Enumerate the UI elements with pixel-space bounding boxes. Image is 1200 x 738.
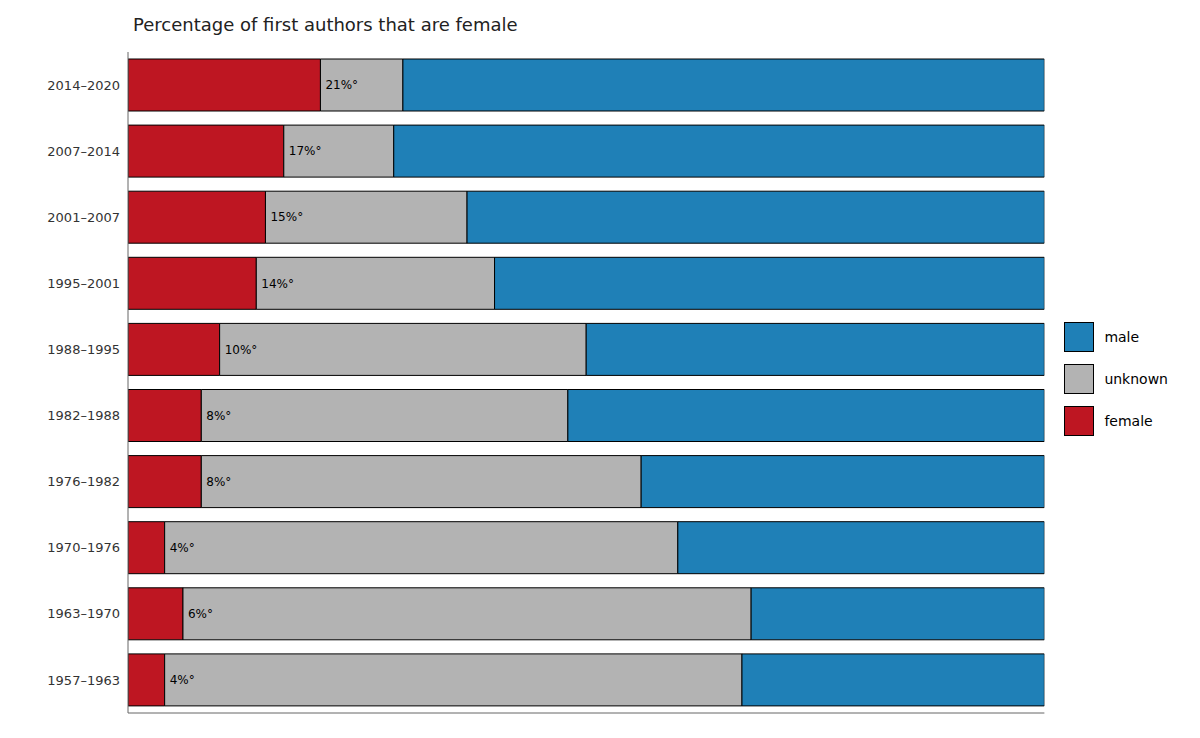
html-text:male: male — [1104, 329, 1140, 345]
svg-text:1988–1995: 1988–1995 — [47, 342, 120, 357]
svg-text:1982–1988: 1982–1988 — [47, 408, 120, 423]
html-text:female: female — [1104, 413, 1153, 429]
svg-text:10%°: 10%° — [225, 343, 258, 357]
svg-text:1970–1976: 1970–1976 — [47, 540, 120, 555]
svg-text:2014–2020: 2014–2020 — [47, 78, 120, 93]
svg-text:6%°: 6%° — [188, 607, 213, 621]
svg-text:4%°: 4%° — [170, 673, 195, 687]
svg-text:2001–2007: 2001–2007 — [47, 210, 120, 225]
svg-text:4%°: 4%° — [170, 541, 195, 555]
svg-text:8%°: 8%° — [206, 475, 231, 489]
svg-text:15%°: 15%° — [270, 210, 303, 224]
svg-text:1957–1963: 1957–1963 — [47, 673, 120, 688]
html-text:Percentage of first authors th: Percentage of first authors that are fem… — [133, 14, 518, 35]
svg-text:8%°: 8%° — [206, 409, 231, 423]
svg-text:17%°: 17%° — [289, 144, 322, 158]
svg-text:1976–1982: 1976–1982 — [47, 474, 120, 489]
svg-text:14%°: 14%° — [261, 277, 294, 291]
svg-text:1963–1970: 1963–1970 — [47, 606, 120, 621]
svg-text:1995–2001: 1995–2001 — [47, 276, 120, 291]
svg-text:21%°: 21%° — [325, 78, 358, 92]
svg-text:2007–2014: 2007–2014 — [47, 144, 120, 159]
html-text:unknown: unknown — [1104, 371, 1168, 387]
